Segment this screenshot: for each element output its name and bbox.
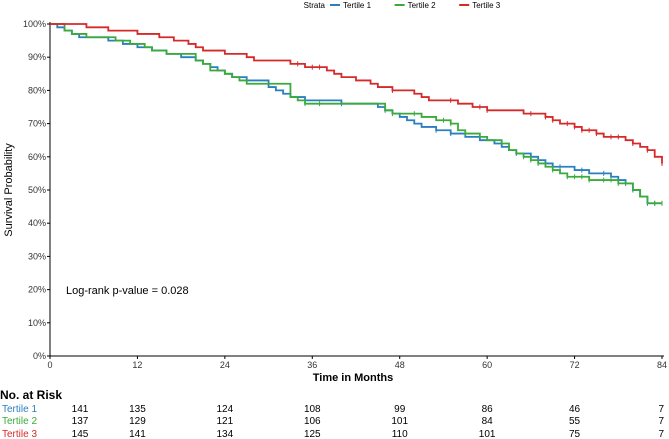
- risk-count: 106: [304, 416, 321, 427]
- x-tick-label: 60: [482, 360, 492, 370]
- risk-count: 7: [658, 429, 664, 439]
- risk-count: 137: [72, 416, 89, 427]
- risk-count: 129: [129, 416, 146, 427]
- y-tick-label: 60%: [28, 152, 46, 162]
- risk-row-label: Tertile 2: [2, 416, 37, 427]
- y-tick-label: 50%: [28, 185, 46, 195]
- legend: Strata Tertile 1 Tertile 2 Tertile 3: [304, 1, 501, 10]
- y-tick-label: 70%: [28, 119, 46, 129]
- series-1: [50, 23, 662, 206]
- y-axis-title: Survival Probability: [3, 143, 15, 237]
- risk-row-label: Tertile 3: [2, 429, 37, 439]
- risk-count: 7: [658, 416, 664, 427]
- risk-count: 110: [392, 429, 408, 439]
- x-tick-label: 12: [132, 360, 142, 370]
- y-tick-label: 80%: [28, 85, 46, 95]
- risk-count: 75: [569, 429, 581, 439]
- x-tick-label: 36: [307, 360, 317, 370]
- survival-line-tertile-2: [50, 23, 662, 205]
- risk-count: 86: [482, 404, 494, 415]
- risk-count: 125: [304, 429, 321, 439]
- legend-title: Strata: [304, 1, 326, 10]
- x-tick-label: 48: [395, 360, 405, 370]
- risk-count: 134: [217, 429, 234, 439]
- y-tick-label: 40%: [28, 218, 46, 228]
- risk-count: 7: [658, 404, 664, 415]
- risk-count: 101: [479, 429, 496, 439]
- legend-entry: Tertile 3: [472, 1, 501, 10]
- x-tick-label: 72: [570, 360, 580, 370]
- risk-row-label: Tertile 1: [2, 404, 37, 415]
- risk-count: 135: [129, 404, 146, 415]
- survival-curves: [50, 23, 663, 206]
- risk-count: 108: [304, 404, 321, 415]
- risk-count: 141: [129, 429, 146, 439]
- x-axis-title: Time in Months: [313, 372, 393, 384]
- risk-count: 55: [569, 416, 581, 427]
- risk-count: 99: [394, 404, 406, 415]
- y-tick-label: 90%: [28, 52, 46, 62]
- y-tick-label: 0%: [33, 351, 46, 361]
- risk-count: 121: [217, 416, 234, 427]
- series-3: [50, 23, 663, 166]
- x-tick-label: 0: [47, 360, 52, 370]
- legend-entry: Tertile 1: [343, 1, 372, 10]
- risk-table: No. at Risk Tertile 1 141 135 124 108 99 86 46 7…: [0, 388, 664, 439]
- survival-line-tertile-3: [50, 23, 663, 164]
- y-tick-label: 20%: [28, 285, 46, 295]
- risk-count: 84: [482, 416, 494, 427]
- axes: 0% 10% 20% 30% 40% 50% 60% 70% 80% 90% 100% 0 12 24 36…: [23, 19, 667, 370]
- series-2: [50, 23, 663, 206]
- y-tick-label: 100%: [23, 19, 46, 29]
- risk-count: 124: [217, 404, 234, 415]
- y-tick-label: 30%: [28, 251, 46, 261]
- risk-count: 101: [391, 416, 408, 427]
- y-tick-label: 10%: [28, 318, 46, 328]
- risk-count: 46: [569, 404, 581, 415]
- x-tick-label: 24: [220, 360, 230, 370]
- risk-table-title: No. at Risk: [0, 388, 62, 402]
- legend-entry: Tertile 2: [408, 1, 437, 10]
- log-rank-annotation: Log-rank p-value = 0.028: [66, 285, 189, 297]
- risk-count: 141: [72, 404, 89, 415]
- risk-count: 145: [72, 429, 89, 439]
- x-tick-label: 84: [657, 360, 667, 370]
